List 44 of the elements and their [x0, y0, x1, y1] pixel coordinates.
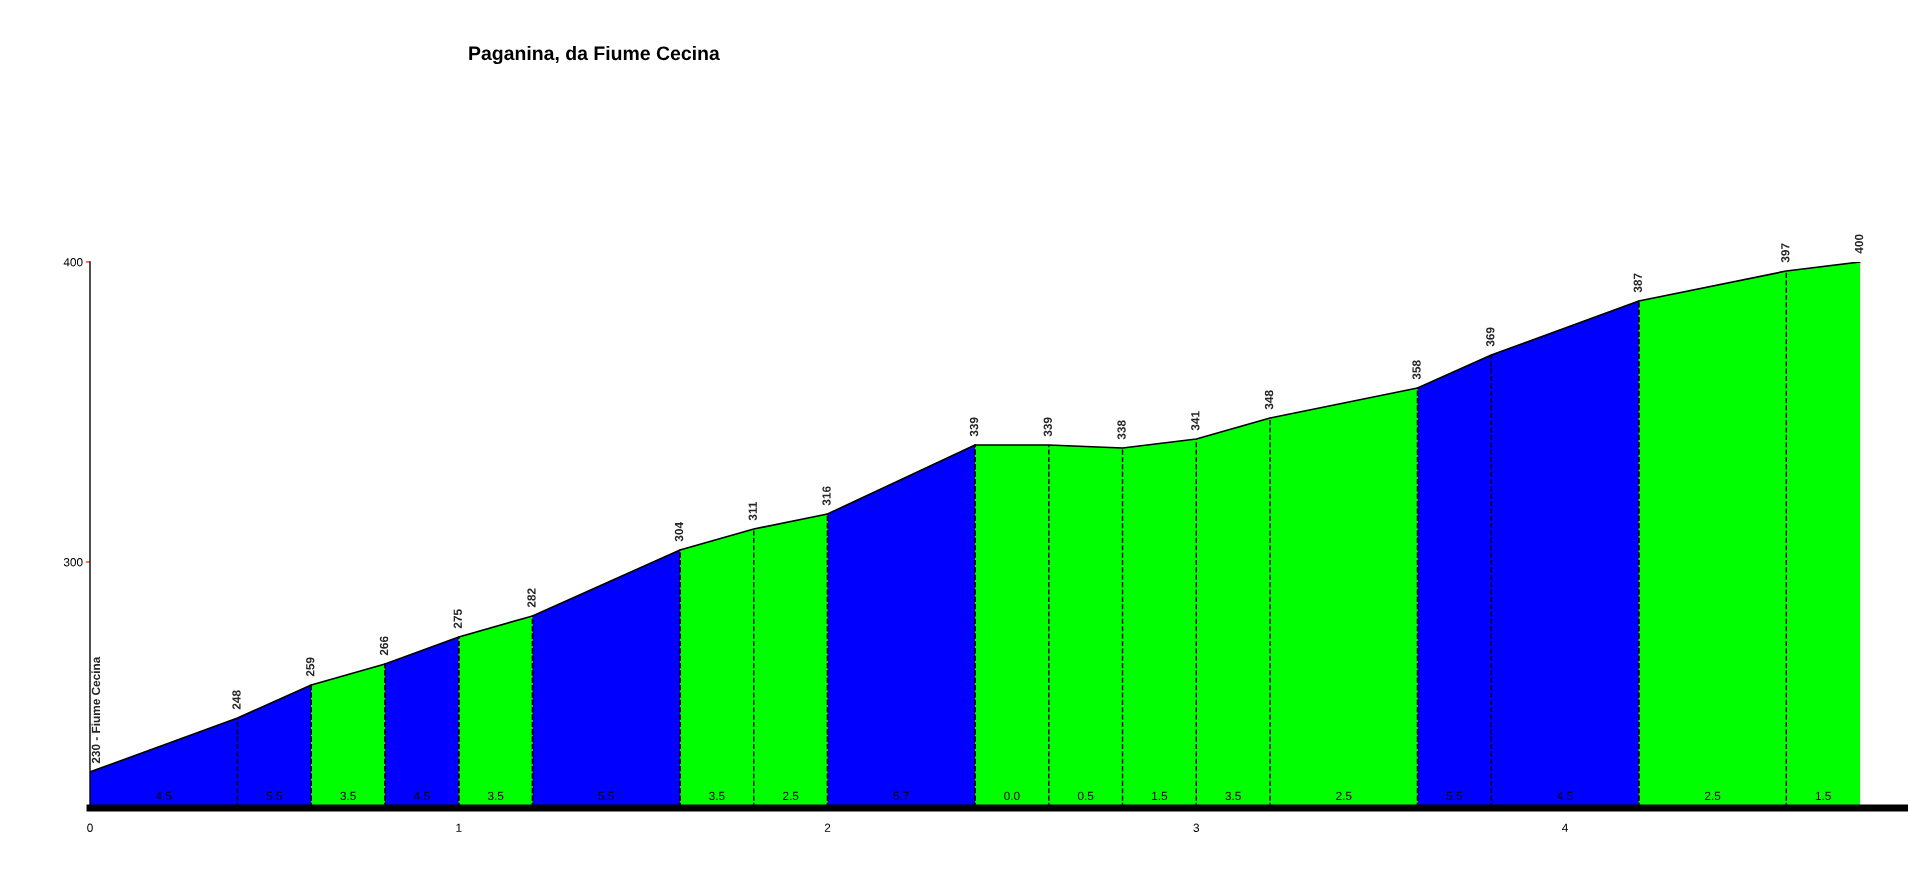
data-label: 316 — [822, 486, 831, 506]
data-label: 275 — [453, 609, 462, 629]
y-tick-label: 300 — [63, 558, 83, 567]
annotation: 3.5 — [709, 791, 725, 801]
chart-title: Paganina, da Fiume Cecina — [469, 45, 720, 65]
annotation: 4.5 — [155, 791, 172, 801]
annotation: 0.0 — [1004, 791, 1020, 801]
annotation: 2.5 — [1704, 791, 1721, 801]
data-label: 311 — [748, 501, 757, 521]
data-label: 369 — [1486, 327, 1495, 347]
x-tick-label: 1 — [456, 823, 462, 832]
data-label: 338 — [1117, 420, 1126, 440]
annotation: 5.5 — [1446, 791, 1463, 801]
annotation: 5.7 — [893, 791, 909, 801]
data-label: 397 — [1781, 243, 1790, 263]
x-tick-label: 3 — [1193, 823, 1200, 832]
data-label: 400 — [1854, 234, 1864, 254]
x-tick-label: 0 — [87, 823, 93, 832]
data-label: 304 — [674, 522, 684, 542]
annotation: 0.5 — [1077, 791, 1094, 801]
data-label: 230 - Fiume Cecina — [91, 656, 101, 764]
annotation: 3.5 — [340, 791, 356, 801]
data-label: 358 — [1412, 360, 1421, 380]
data-label: 259 — [306, 657, 315, 677]
annotation: 4.5 — [413, 791, 430, 801]
data-label: 348 — [1264, 390, 1274, 410]
data-label: 387 — [1633, 273, 1642, 293]
annotation: 2.5 — [1336, 791, 1352, 801]
annotation: 1.5 — [1815, 791, 1831, 801]
data-label: 282 — [527, 588, 536, 608]
data-label: 339 — [1043, 417, 1052, 437]
annotation: 3.5 — [1225, 791, 1241, 801]
annotation: 5.5 — [598, 791, 614, 801]
x-tick-label: 2 — [824, 823, 831, 832]
data-label: 341 — [1191, 411, 1200, 431]
data-label: 339 — [969, 417, 979, 437]
data-label: 248 — [232, 690, 241, 710]
annotation: 2.5 — [783, 791, 799, 801]
x-tick-label: 4 — [1562, 823, 1568, 832]
annotation: 1.5 — [1152, 791, 1168, 801]
data-label: 266 — [379, 636, 389, 656]
annotation: 5.5 — [266, 791, 283, 801]
annotation: 4.5 — [1557, 791, 1573, 801]
annotation: 3.5 — [487, 791, 504, 801]
